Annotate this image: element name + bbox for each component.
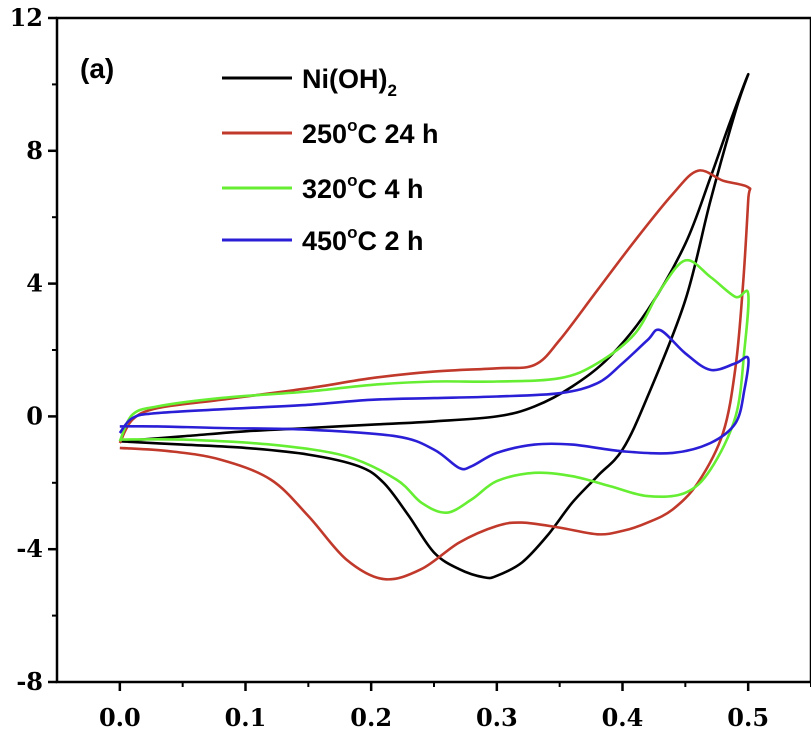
legend-label-3: 450oC 2 h (302, 223, 423, 256)
legend-label-0: Ni(OH)2 (302, 64, 397, 100)
series-layer (118, 73, 752, 581)
y-tick-label: 0 (26, 401, 43, 430)
legend-label-2: 320oC 4 h (302, 171, 423, 204)
series-line-0 (119, 73, 750, 580)
tick-layer: 0.0 0.1 0.2 0.3 0.4 0.5 -8 -4 0 4 8 12 (10, 3, 811, 732)
y-tick-label: 8 (26, 136, 43, 165)
x-tick-label: 0.4 (602, 703, 644, 732)
series-line-3 (118, 328, 750, 471)
x-tick-label: 0.2 (350, 703, 392, 732)
panel-label: (a) (80, 53, 114, 84)
y-tick-label: -8 (16, 667, 43, 696)
x-tick-label: 0.3 (476, 703, 518, 732)
x-tick-label: 0.5 (727, 703, 769, 732)
y-tick-label: 4 (26, 269, 43, 298)
series-line-2 (118, 258, 750, 515)
x-tick-label: 0.1 (225, 703, 267, 732)
series-line-1 (118, 169, 752, 581)
x-tick-label: 0.0 (99, 703, 141, 732)
legend: Ni(OH)2 250oC 24 h 320oC 4 h 450oC 2 h (222, 64, 438, 256)
y-tick-label: -4 (16, 534, 43, 563)
y-tick-label: 12 (10, 3, 43, 32)
legend-label-1: 250oC 24 h (302, 116, 438, 149)
